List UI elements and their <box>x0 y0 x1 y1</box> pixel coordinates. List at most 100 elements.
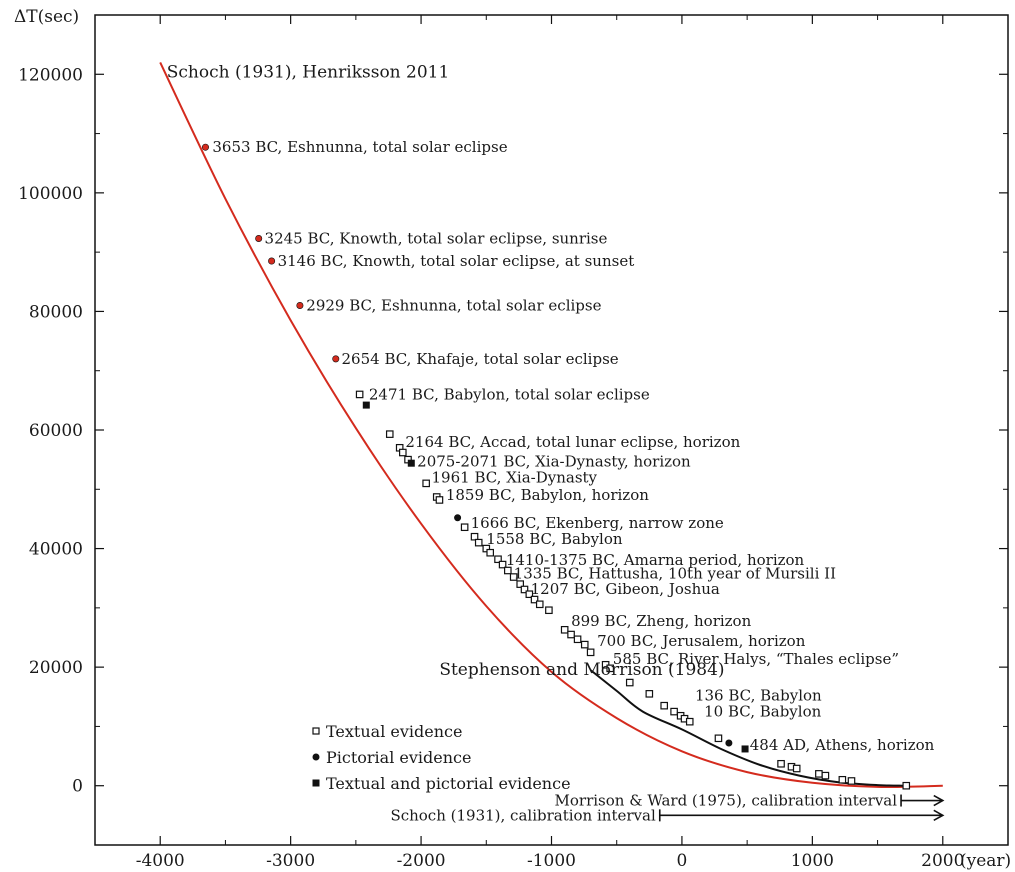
point-annotation: 2164 BC, Accad, total lunar eclipse, hor… <box>405 433 740 451</box>
point-annotation: 1410-1375 BC, Amarna period, horizon <box>506 551 805 569</box>
legend-label: Pictorial evidence <box>326 748 471 767</box>
point-annotation: 700 BC, Jerusalem, horizon <box>597 632 806 650</box>
data-point-textual <box>847 777 856 785</box>
point-annotation: 1961 BC, Xia-Dynasty <box>432 468 598 486</box>
data-point-textual <box>815 770 823 778</box>
legend-marker-both <box>312 779 320 787</box>
data-point-pictorial <box>296 301 304 309</box>
legend-label: Textual and pictorial evidence <box>326 774 571 793</box>
point-annotation: 3245 BC, Knowth, total solar eclipse, su… <box>265 230 608 248</box>
point-annotation: 2654 BC, Khafaje, total solar eclipse <box>342 350 619 368</box>
point-annotation: 1207 BC, Gibeon, Joshua <box>531 580 720 598</box>
data-point-textual <box>355 390 364 399</box>
y-tick-label: 100000 <box>18 184 83 204</box>
y-tick-label: 120000 <box>18 65 83 85</box>
data-point-textual <box>838 775 847 784</box>
data-point-textual <box>399 448 407 457</box>
black-curve <box>589 669 904 787</box>
data-point-pictorial <box>454 514 462 522</box>
legend: Textual evidence Pictorial evidence Textua… <box>312 722 571 793</box>
data-point-textual <box>470 532 479 541</box>
data-point-textual <box>509 573 518 581</box>
data-point-textual <box>545 606 553 615</box>
point-annotation: 899 BC, Zheng, horizon <box>571 612 752 630</box>
data-point-textual <box>586 648 595 657</box>
data-point-textual <box>435 496 444 504</box>
data-point-textual <box>645 690 654 698</box>
point-annotation: 3653 BC, Eshnunna, total solar eclipse <box>212 138 507 156</box>
x-tick-label: -4000 <box>136 851 185 871</box>
data-point-textual <box>525 590 534 599</box>
data-point-textual <box>516 580 524 588</box>
point-annotation: 2929 BC, Eshnunna, total solar eclipse <box>306 297 601 315</box>
data-point-textual <box>486 548 494 557</box>
y-tick-label: 40000 <box>29 540 83 560</box>
legend-marker-textual <box>312 727 320 735</box>
data-point-textual <box>422 479 430 488</box>
point-annotation: 2471 BC, Babylon, total solar eclipse <box>369 385 650 403</box>
y-tick-label: 60000 <box>29 421 83 441</box>
data-point-textual <box>504 566 512 575</box>
data-point-textual <box>385 430 394 438</box>
data-points <box>201 143 911 790</box>
x-tick-label: 2000 <box>921 851 964 871</box>
data-point-textual <box>460 523 469 532</box>
x-tick-label: 1000 <box>791 851 834 871</box>
point-annotation: 484 AD, Athens, horizon <box>750 736 935 754</box>
data-point-textual <box>685 717 694 726</box>
data-point-pictorial <box>268 257 276 265</box>
interval-label: Morrison & Ward (1975), calibration inte… <box>555 792 898 810</box>
data-point-textual <box>580 640 589 649</box>
y-tick-label: 0 <box>72 777 83 797</box>
data-point-textual <box>560 625 569 634</box>
point-annotation: 10 BC, Babylon <box>704 703 822 721</box>
point-annotation: 585 BC, River Halys, “Thales eclipse” <box>613 650 899 668</box>
data-point-textual <box>573 635 582 644</box>
series-label: Schoch (1931), Henriksson 2011 <box>167 62 450 82</box>
data-point-textual <box>714 734 723 743</box>
data-point-textual <box>474 538 483 547</box>
y-tick-label: 20000 <box>29 658 83 678</box>
x-tick-label: 0 <box>677 851 688 871</box>
data-point-pictorial <box>332 355 340 363</box>
data-point-textual <box>792 764 801 773</box>
data-point-textual <box>482 544 491 553</box>
point-annotation: 1335 BC, Hattusha, 10th year of Mursili … <box>514 564 836 582</box>
data-point-textual <box>567 630 575 639</box>
interval-arrowhead <box>933 809 945 822</box>
data-point-textual <box>520 585 529 594</box>
data-point-textual <box>821 771 830 780</box>
point-annotation: 2075-2071 BC, Xia-Dynasty, horizon <box>417 452 691 470</box>
legend-label: Textual evidence <box>326 722 462 741</box>
interval-arrowhead <box>933 794 945 807</box>
data-point-textual <box>535 600 544 609</box>
data-point-pictorial <box>255 235 263 243</box>
data-point-textual <box>660 701 668 710</box>
x-axis-label: (year) <box>960 851 1011 871</box>
point-annotation: 1558 BC, Babylon <box>486 530 623 548</box>
data-point-textual <box>777 759 785 768</box>
data-point-textual <box>625 678 634 687</box>
series-label: Stephenson and Morrison (1984) <box>439 660 724 680</box>
data-point-textual <box>670 707 678 716</box>
curves <box>159 61 943 788</box>
legend-marker-pictorial <box>312 753 320 761</box>
data-point-textual <box>902 781 911 790</box>
annotations: 3653 BC, Eshnunna, total solar eclipse 32… <box>167 62 935 753</box>
data-point-both <box>362 401 370 409</box>
x-tick-label: -3000 <box>266 851 315 871</box>
data-point-textual <box>498 560 507 569</box>
y-axis-label: ΔT(sec) <box>14 7 79 27</box>
calibration-intervals: Morrison & Ward (1975), calibration inte… <box>390 792 945 824</box>
data-point-textual <box>606 664 614 673</box>
interval-label: Schoch (1931), calibration interval <box>390 806 656 824</box>
point-annotation: 1859 BC, Babylon, horizon <box>446 486 649 504</box>
x-tick-label: -1000 <box>527 851 576 871</box>
data-point-both <box>407 459 415 467</box>
point-annotation: 136 BC, Babylon <box>695 687 822 705</box>
data-point-textual <box>494 555 502 564</box>
point-annotation: 3146 BC, Knowth, total solar eclipse, at… <box>278 252 635 270</box>
y-tick-label: 80000 <box>29 302 83 322</box>
red-curve <box>159 61 943 788</box>
